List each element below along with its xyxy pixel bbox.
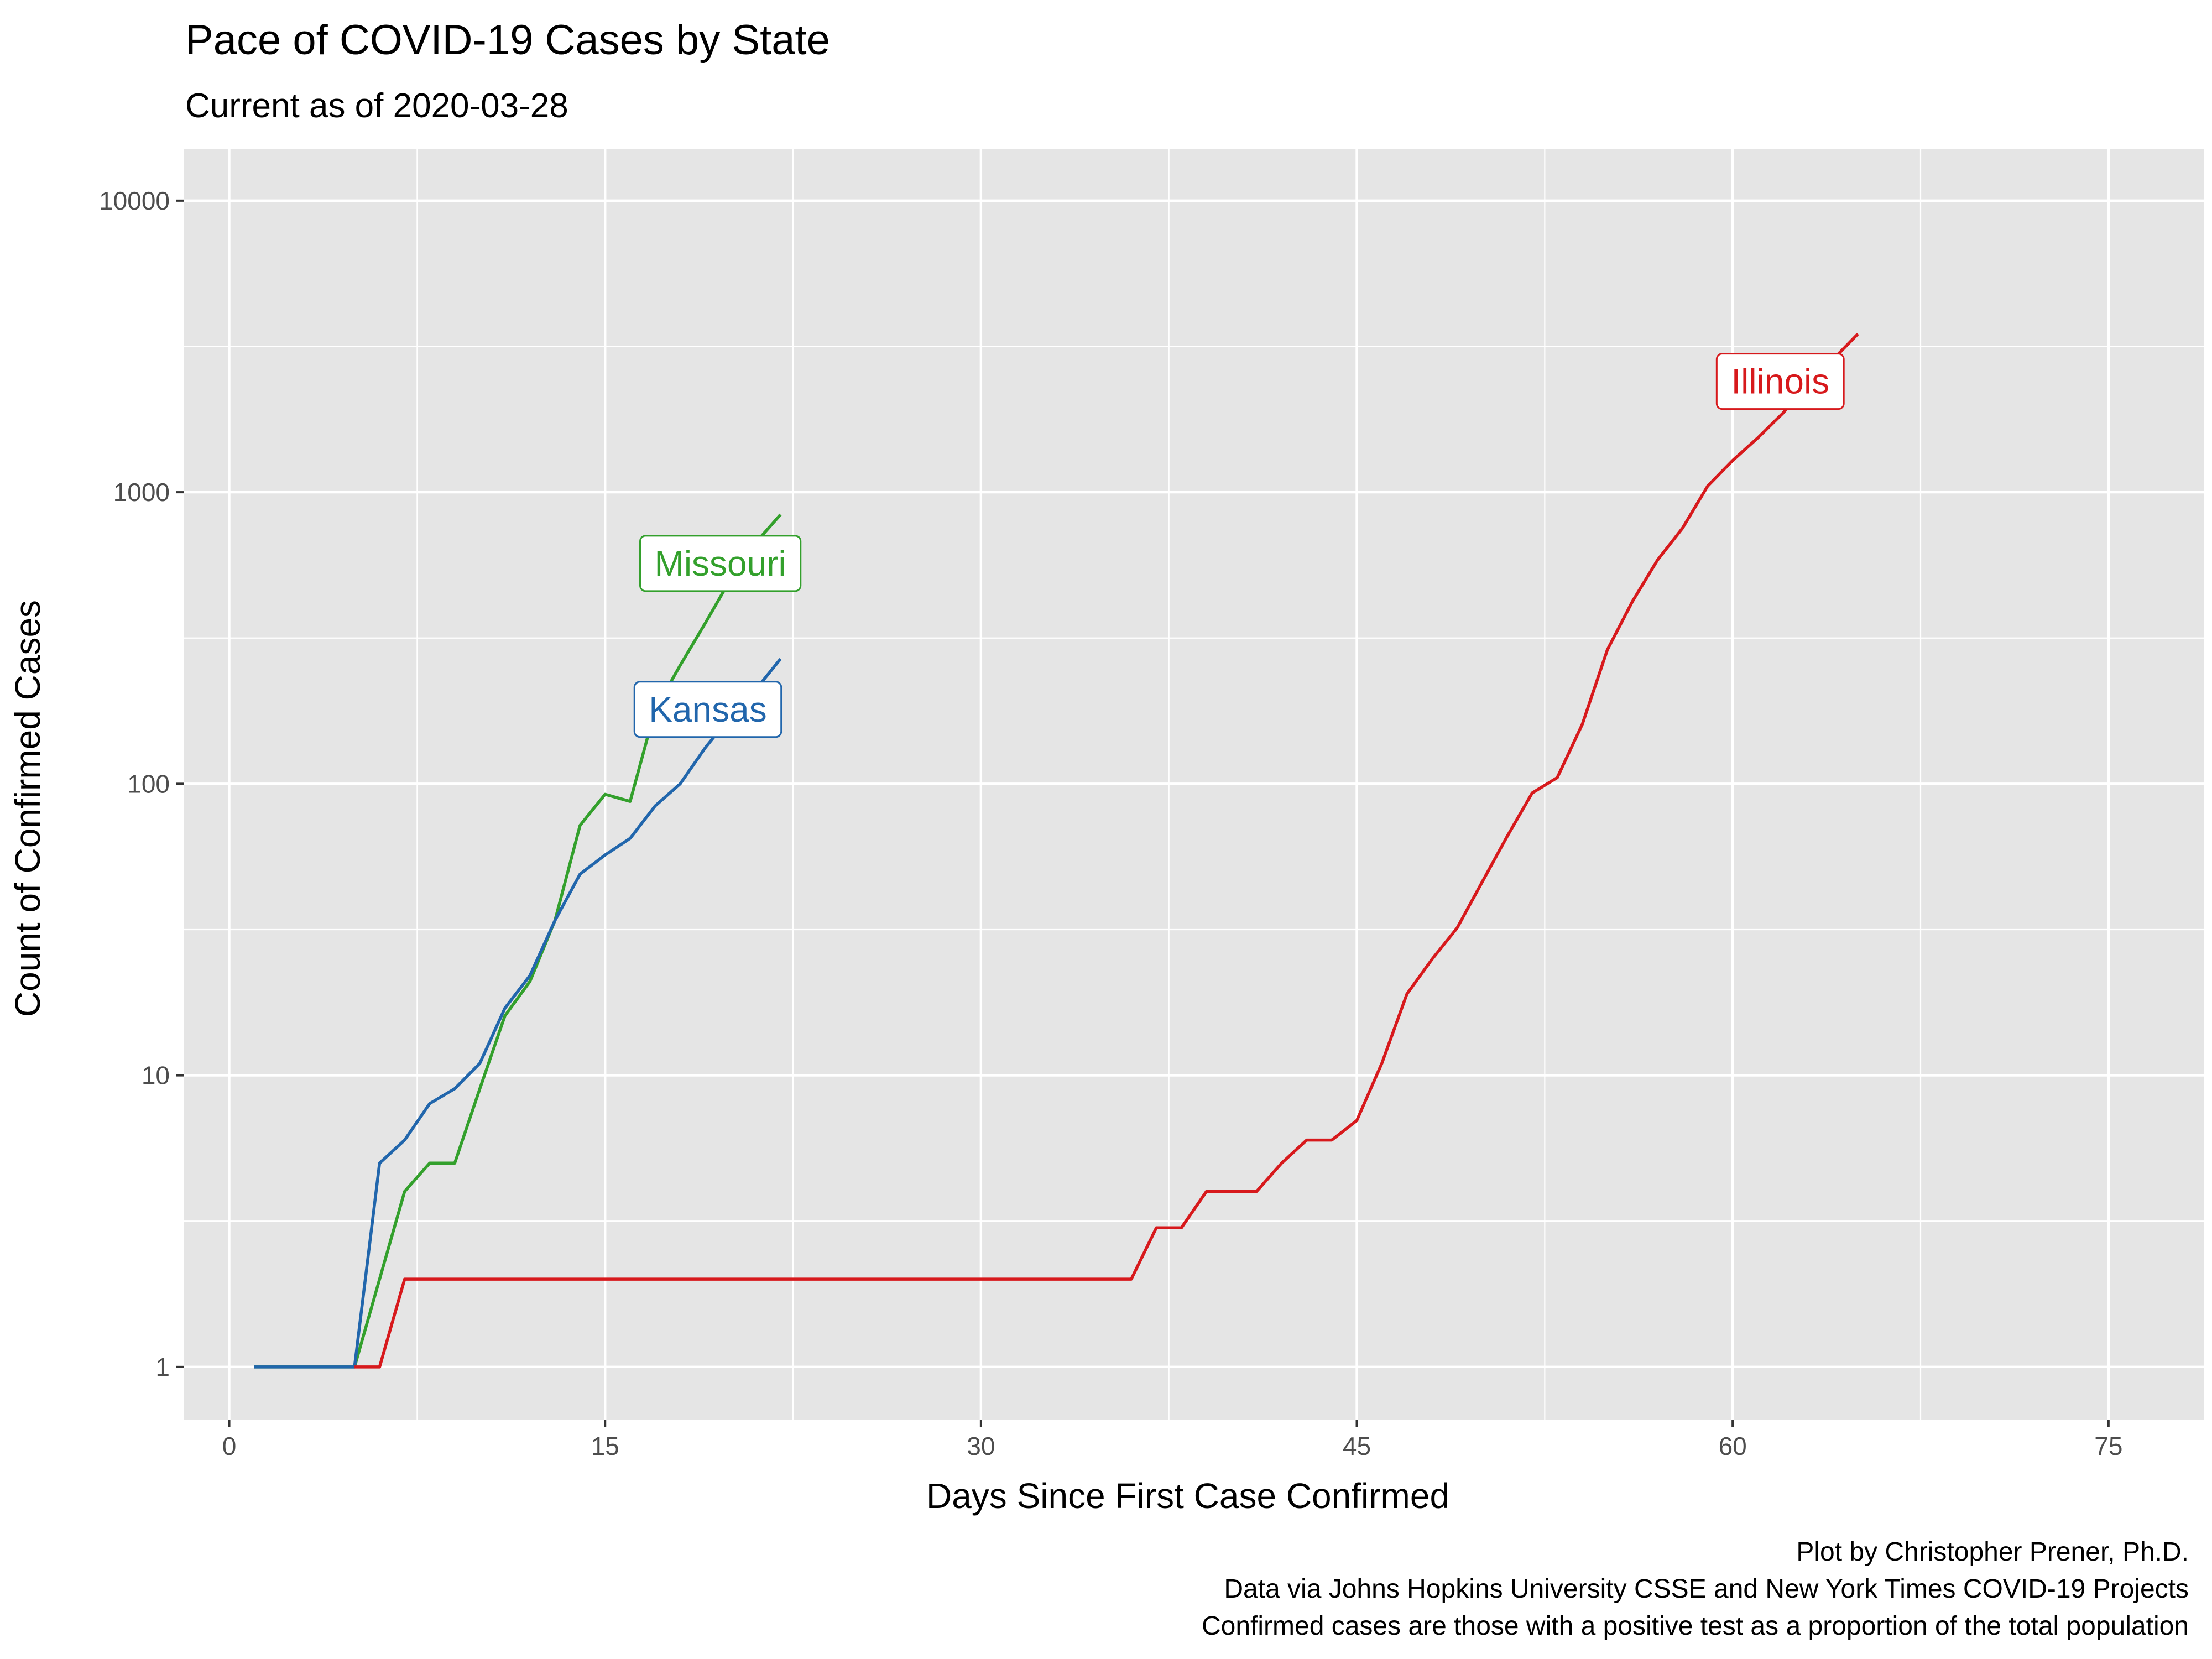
caption-note: Confirmed cases are those with a positiv… <box>1202 1611 2189 1641</box>
y-tick-label: 10 <box>142 1061 170 1090</box>
x-tick-label: 30 <box>967 1432 995 1460</box>
series-label-text: Illinois <box>1731 362 1829 401</box>
series-label-box <box>639 535 802 592</box>
y-tick-label: 10000 <box>99 186 170 215</box>
y-tick-label: 1000 <box>113 478 170 507</box>
caption-author: Plot by Christopher Prener, Ph.D. <box>1796 1537 2189 1567</box>
y-tick-label: 1 <box>155 1353 170 1381</box>
series-label-text: Missouri <box>655 544 786 583</box>
x-tick-label: 45 <box>1343 1432 1371 1460</box>
chart-title: Pace of COVID-19 Cases by State <box>185 17 830 64</box>
series-line-kansas <box>254 658 782 1369</box>
series-label-box <box>633 681 782 738</box>
caption-source: Data via Johns Hopkins University CSSE a… <box>1224 1574 2189 1604</box>
x-axis: 0 15 30 45 60 75 <box>222 1420 2122 1460</box>
x-axis-title: Days Since First Case Confirmed <box>926 1476 1449 1516</box>
grid-major <box>184 149 2204 1420</box>
series-label-kansas: Kansas <box>633 681 782 738</box>
y-tick-label: 100 <box>127 769 170 798</box>
x-tick-label: 60 <box>1719 1432 1747 1460</box>
x-tick-label: 15 <box>591 1432 619 1460</box>
series-label-missouri: Missouri <box>639 535 802 592</box>
series-label-text: Kansas <box>649 690 766 729</box>
series-labels: Missouri Kansas Illinois <box>633 353 1845 738</box>
series-lines <box>254 332 1859 1369</box>
y-axis-title: Count of Confirmed Cases <box>8 600 48 1017</box>
series-label-illinois: Illinois <box>1715 353 1845 410</box>
x-tick-label: 75 <box>2094 1432 2122 1460</box>
x-tick-label: 0 <box>222 1432 237 1460</box>
series-label-box <box>1715 353 1845 410</box>
chart-subtitle: Current as of 2020-03-28 <box>185 87 568 125</box>
y-axis: 1 10 100 1000 10000 <box>99 186 184 1381</box>
series-line-illinois <box>354 332 1859 1369</box>
